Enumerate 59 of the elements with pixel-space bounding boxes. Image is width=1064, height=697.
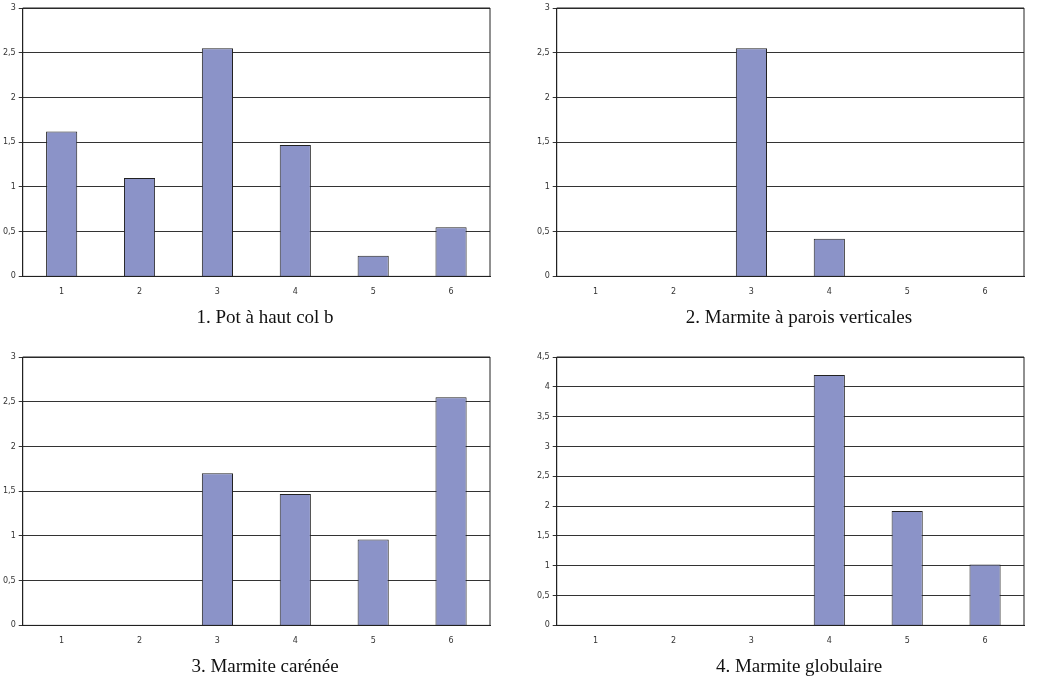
x-tick-label: 2: [671, 287, 677, 297]
y-tick-label: 0,5: [2, 575, 16, 585]
x-tick-label: 6: [448, 287, 454, 297]
y-tick-label: 0: [10, 271, 16, 281]
y-tick-label: 1,5: [536, 531, 550, 541]
y-tick-label: 3: [10, 3, 16, 13]
x-tick-label: 2: [671, 636, 677, 646]
y-tick-label: 0,5: [536, 590, 550, 600]
x-tick-label: 6: [448, 636, 454, 646]
y-tick-label: 3: [10, 352, 16, 362]
y-tick-label: 2: [10, 92, 16, 102]
y-tick-label: 4: [544, 381, 550, 391]
x-tick-label: 4: [826, 287, 832, 297]
x-tick-label: 3: [748, 636, 754, 646]
y-tick-label: 3,5: [536, 411, 550, 421]
y-tick-label: 4,5: [536, 352, 550, 362]
x-tick-label: 4: [292, 287, 298, 297]
y-tick-label: 2,5: [2, 47, 16, 57]
x-tick-label: 5: [904, 287, 910, 297]
y-tick-label: 2,5: [536, 47, 550, 57]
text: 2. Marmite à parois verticales: [684, 306, 914, 328]
x-tick-label: 6: [982, 287, 988, 297]
y-tick-label: 0: [544, 271, 550, 281]
x-tick-label: 5: [904, 636, 910, 646]
y-tick-label: 2,5: [2, 396, 16, 406]
x-tick-label: 2: [137, 287, 143, 297]
x-tick-label: 1: [593, 287, 599, 297]
x-tick-label: 5: [370, 287, 376, 297]
x-tick-label: 5: [370, 636, 376, 646]
x-tick-label: 3: [214, 636, 220, 646]
y-tick-label: 1: [10, 182, 16, 192]
y-tick-label: 0,5: [536, 226, 550, 236]
x-tick-label: 6: [982, 636, 988, 646]
y-tick-label: 1: [544, 182, 550, 192]
x-tick-label: 4: [292, 636, 298, 646]
y-tick-label: 1,5: [536, 137, 550, 147]
y-tick-label: 1,5: [2, 137, 16, 147]
x-tick-label: 4: [826, 636, 832, 646]
x-tick-label: 1: [593, 636, 599, 646]
text: 4. Marmite globulaire: [714, 655, 884, 677]
x-tick-label: 3: [748, 287, 754, 297]
y-tick-label: 0: [544, 620, 550, 630]
y-tick-label: 2: [544, 92, 550, 102]
y-tick-label: 0,5: [2, 226, 16, 236]
y-tick-label: 2: [10, 441, 16, 451]
x-tick-label: 2: [137, 636, 143, 646]
y-tick-label: 3: [544, 441, 550, 451]
y-tick-label: 1: [544, 560, 550, 570]
y-tick-label: 1,5: [2, 486, 16, 496]
y-tick-label: 0: [10, 620, 16, 630]
y-tick-label: 2,5: [536, 471, 550, 481]
text: 1. Pot à haut col b: [195, 306, 335, 328]
x-tick-label: 1: [59, 287, 65, 297]
y-tick-label: 1: [10, 531, 16, 541]
y-tick-label: 2: [544, 501, 550, 511]
text: 3. Marmite carénée: [190, 655, 340, 677]
x-tick-label: 1: [59, 636, 65, 646]
y-tick-label: 3: [544, 3, 550, 13]
x-tick-label: 3: [214, 287, 220, 297]
